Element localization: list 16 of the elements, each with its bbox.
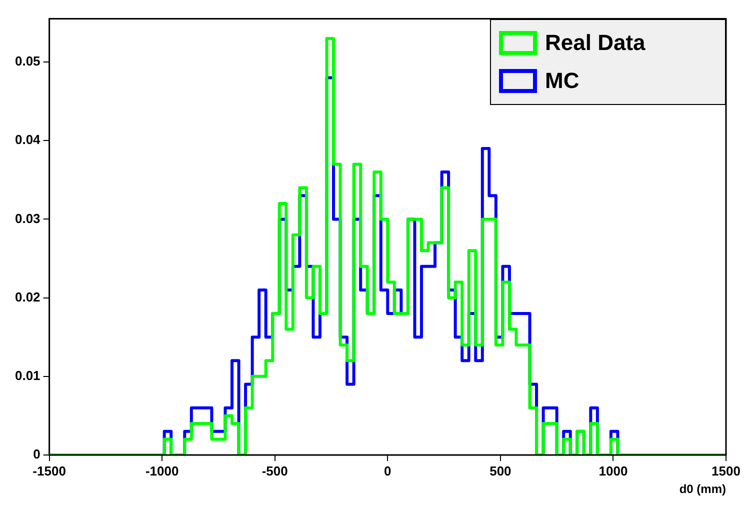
x-tick-label: 0: [384, 463, 392, 478]
y-tick-label: 0: [33, 446, 40, 462]
legend-label: Real Data: [545, 30, 646, 56]
legend-label: MC: [545, 68, 580, 94]
x-tick-label: 500: [490, 463, 512, 478]
y-tick-label: 0.02: [14, 289, 40, 304]
y-tick-label: 0.04: [14, 132, 42, 148]
x-axis-title: d0 (mm): [679, 482, 726, 496]
y-tick-label: 0.01: [14, 368, 40, 383]
x-tick-label: -1500: [32, 463, 66, 478]
y-tick-label: 0.05: [14, 54, 40, 69]
y-tick-label: 0.03: [14, 210, 40, 226]
x-tick-label: 1000: [598, 463, 628, 478]
x-tick-label: -500: [262, 463, 288, 478]
x-tick-label: 1500: [712, 463, 740, 478]
x-tick-label: -1000: [145, 463, 179, 478]
